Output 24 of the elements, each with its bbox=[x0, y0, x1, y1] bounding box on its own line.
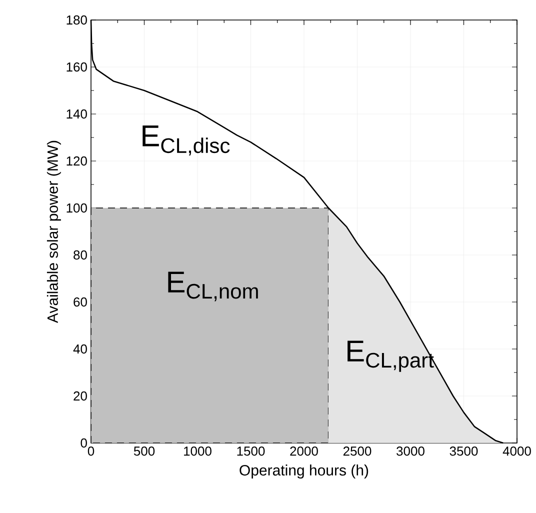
x-tick-label: 3500 bbox=[450, 446, 478, 456]
annotation: E$_{CL,disc}$ bbox=[142, 126, 230, 156]
y-tick-label: 140 bbox=[66, 109, 87, 119]
x-tick-label: 1500 bbox=[237, 446, 265, 456]
x-tick-label: 0 bbox=[88, 446, 94, 456]
y-tick-label: 0 bbox=[80, 438, 87, 448]
y-axis-title: Available solar power (MW) bbox=[46, 140, 61, 324]
y-tick-label: 60 bbox=[74, 297, 87, 307]
y-tick-label: 100 bbox=[66, 203, 87, 213]
x-tick-label: 2000 bbox=[290, 446, 318, 456]
y-tick-label: 180 bbox=[66, 15, 87, 25]
x-tick-label: 2500 bbox=[343, 446, 372, 456]
x-tick-label: 1000 bbox=[184, 446, 212, 456]
x-tick-label: 4000 bbox=[502, 446, 531, 456]
y-tick-label: 80 bbox=[74, 250, 87, 260]
x-tick-label: 3000 bbox=[396, 446, 424, 456]
y-tick-label: 20 bbox=[74, 391, 87, 401]
annotation: E$_{CL,part}$ bbox=[348, 340, 434, 372]
x-tick-label: 500 bbox=[134, 446, 155, 456]
annotation: E$_{CL,nom}$ bbox=[168, 272, 258, 302]
x-axis-title: Operating hours (h) bbox=[240, 464, 368, 479]
y-tick-label: 160 bbox=[66, 62, 87, 72]
y-tick-label: 120 bbox=[66, 156, 87, 166]
y-tick-label: 40 bbox=[73, 344, 87, 354]
